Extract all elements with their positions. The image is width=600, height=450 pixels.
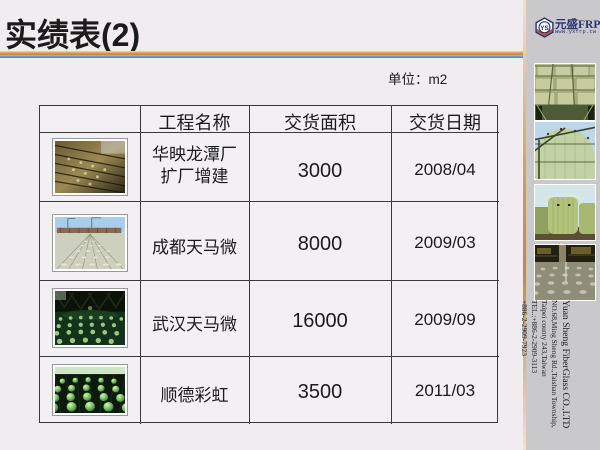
svg-text:YS: YS bbox=[540, 25, 548, 32]
